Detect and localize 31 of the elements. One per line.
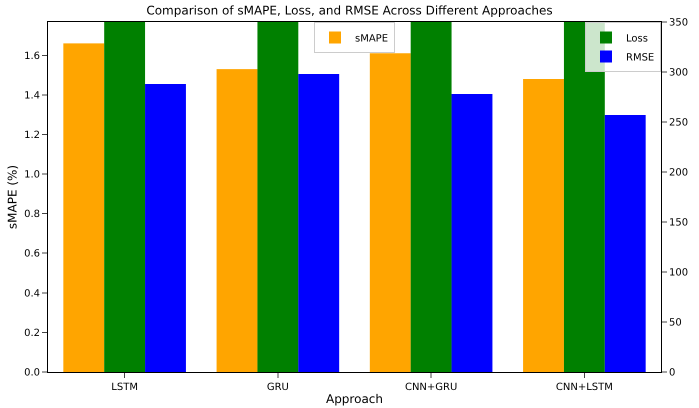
y2-tick-label: 250 bbox=[669, 118, 688, 128]
y-axis-title: sMAPE (%) bbox=[5, 164, 20, 230]
bar bbox=[298, 74, 340, 372]
x-axis-title: Approach bbox=[326, 392, 384, 406]
y2-tick-label: 200 bbox=[669, 168, 688, 178]
y2-tick-label: 150 bbox=[669, 218, 688, 228]
y2-tick-label: 50 bbox=[669, 318, 682, 328]
bar bbox=[452, 94, 492, 372]
chart-title: Comparison of sMAPE, Loss, and RMSE Across Different Approaches bbox=[146, 4, 553, 18]
y-tick-label: 0.8 bbox=[24, 209, 40, 220]
bar bbox=[604, 115, 646, 372]
y2-tick-label: 100 bbox=[669, 268, 688, 278]
y-tick-label: 0.2 bbox=[24, 328, 40, 339]
y-tick-label: 1.0 bbox=[24, 170, 40, 181]
legend-label: RMSE bbox=[626, 52, 654, 64]
x-tick-label: GRU bbox=[266, 382, 289, 393]
legend-label: Loss bbox=[626, 33, 648, 44]
y2-tick-label: 300 bbox=[669, 68, 688, 78]
y-tick-label: 0.0 bbox=[24, 368, 40, 378]
y-tick-label: 1.4 bbox=[24, 90, 40, 102]
y2-tick-label: 350 bbox=[669, 18, 688, 28]
y-tick-label: 1.6 bbox=[24, 50, 40, 62]
x-tick-label: CNN+GRU bbox=[404, 382, 458, 393]
bar bbox=[145, 84, 186, 372]
y-tick-label: 1.2 bbox=[24, 130, 40, 141]
legend-label: sMAPE bbox=[355, 33, 388, 44]
y-tick-label: 0.6 bbox=[24, 248, 40, 260]
x-tick-label: CNN+LSTM bbox=[556, 382, 613, 393]
x-tick-label: LSTM bbox=[111, 382, 138, 393]
y-tick-label: 0.4 bbox=[24, 288, 40, 300]
y2-tick-label: 0 bbox=[669, 368, 676, 378]
